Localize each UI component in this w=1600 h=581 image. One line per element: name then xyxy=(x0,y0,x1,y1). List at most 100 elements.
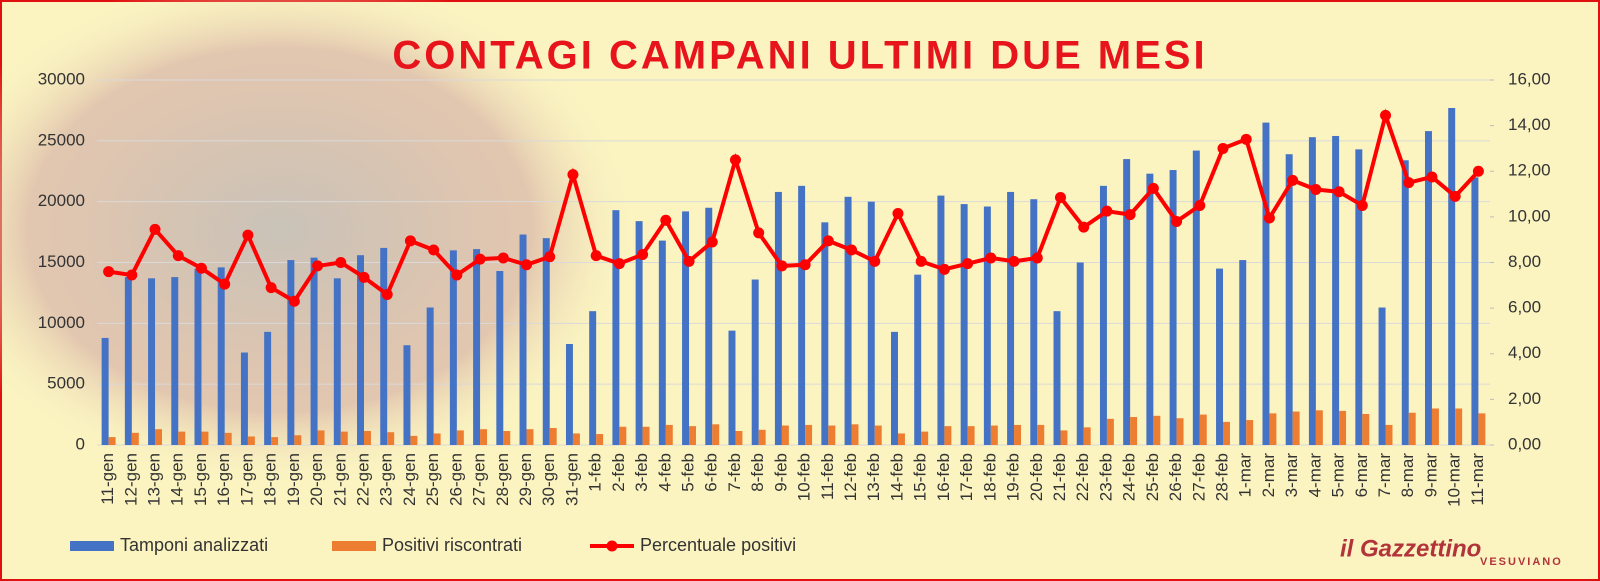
bar xyxy=(357,255,364,445)
bar xyxy=(403,345,411,445)
bar xyxy=(589,311,597,445)
bar xyxy=(271,437,279,445)
bar xyxy=(891,331,898,445)
bar xyxy=(1192,150,1200,446)
legend-label: Tamponi analizzati xyxy=(120,535,268,555)
point xyxy=(962,258,974,270)
bar xyxy=(712,424,720,445)
x-tick-label: 8-mar xyxy=(1398,453,1417,498)
bar xyxy=(682,211,690,445)
point xyxy=(1054,191,1066,203)
bar xyxy=(1315,410,1323,445)
x-tick-label: 14-gen xyxy=(168,453,187,506)
point xyxy=(404,235,416,247)
bar xyxy=(1332,135,1340,445)
point xyxy=(265,282,277,294)
point xyxy=(822,235,834,247)
bar xyxy=(1431,408,1439,445)
y-tick-label: 30000 xyxy=(38,69,85,88)
bar xyxy=(1239,260,1247,445)
x-tick-label: 28-feb xyxy=(1212,453,1231,501)
bar xyxy=(1099,185,1107,445)
bar xyxy=(387,432,395,445)
x-tick-label: 6-feb xyxy=(702,453,721,492)
point xyxy=(1194,199,1206,211)
bar xyxy=(287,260,295,445)
bar xyxy=(751,279,759,445)
x-tick-label: 12-feb xyxy=(841,453,860,501)
bar xyxy=(1007,191,1015,445)
bar xyxy=(1130,417,1138,445)
bar xyxy=(247,436,255,445)
x-tick-label: 3-mar xyxy=(1282,453,1301,498)
bar xyxy=(217,267,225,445)
point xyxy=(567,169,579,181)
bar xyxy=(805,424,813,445)
point xyxy=(1333,186,1345,198)
bar xyxy=(735,431,743,445)
bar xyxy=(1246,420,1254,445)
y2-tick-label: 8,00 xyxy=(1508,252,1541,271)
point xyxy=(1403,177,1415,189)
point xyxy=(660,214,672,226)
bar xyxy=(1269,413,1277,445)
bar xyxy=(549,427,557,445)
bar xyxy=(1076,262,1084,445)
bar xyxy=(821,222,829,445)
bar xyxy=(774,191,782,445)
bar xyxy=(758,429,766,445)
point xyxy=(985,252,997,264)
point xyxy=(1078,221,1090,233)
bar xyxy=(1060,430,1068,445)
x-tick-label: 2-mar xyxy=(1259,453,1278,498)
point xyxy=(195,262,207,274)
bar xyxy=(449,250,457,445)
chart-title: CONTAGI CAMPANI ULTIMI DUE MESI xyxy=(392,34,1207,78)
point xyxy=(474,253,486,265)
point xyxy=(915,255,927,267)
bar xyxy=(519,234,527,445)
bar xyxy=(565,344,573,445)
bar xyxy=(867,201,875,445)
point xyxy=(683,255,695,267)
x-tick-label: 1-feb xyxy=(586,453,605,492)
point xyxy=(1217,142,1229,154)
x-tick-label: 10-mar xyxy=(1445,453,1464,507)
bar xyxy=(1262,122,1270,445)
bar xyxy=(1378,307,1386,445)
bar xyxy=(1478,413,1486,445)
bar xyxy=(1408,412,1416,445)
bar xyxy=(642,426,650,445)
point xyxy=(1240,133,1252,145)
x-tick-label: 9-feb xyxy=(771,453,790,492)
bar xyxy=(1053,311,1061,445)
y2-tick-label: 16,00 xyxy=(1508,69,1551,88)
x-tick-label: 28-gen xyxy=(493,453,512,506)
bar xyxy=(1292,411,1300,445)
point xyxy=(1426,171,1438,183)
y2-tick-label: 2,00 xyxy=(1508,389,1541,408)
bar xyxy=(473,249,481,445)
x-tick-label: 7-feb xyxy=(725,453,744,492)
x-tick-label: 10-feb xyxy=(795,453,814,501)
point xyxy=(149,223,161,235)
bar xyxy=(828,425,836,445)
bar xyxy=(294,435,302,445)
bar xyxy=(1216,268,1224,445)
x-tick-label: 20-feb xyxy=(1027,453,1046,501)
x-tick-label: 24-gen xyxy=(400,453,419,506)
point xyxy=(846,244,858,256)
point xyxy=(1263,212,1275,224)
bar xyxy=(619,426,627,445)
x-tick-label: 19-feb xyxy=(1004,453,1023,501)
bar xyxy=(1083,427,1091,445)
x-tick-label: 18-gen xyxy=(261,453,280,506)
x-tick-label: 18-feb xyxy=(980,453,999,501)
bar xyxy=(1424,131,1432,445)
y-tick-label: 0 xyxy=(76,434,85,453)
bar xyxy=(665,424,673,445)
x-tick-label: 24-feb xyxy=(1120,453,1139,501)
point xyxy=(1380,109,1392,121)
bar xyxy=(380,247,388,445)
y2-tick-label: 0,00 xyxy=(1508,434,1541,453)
